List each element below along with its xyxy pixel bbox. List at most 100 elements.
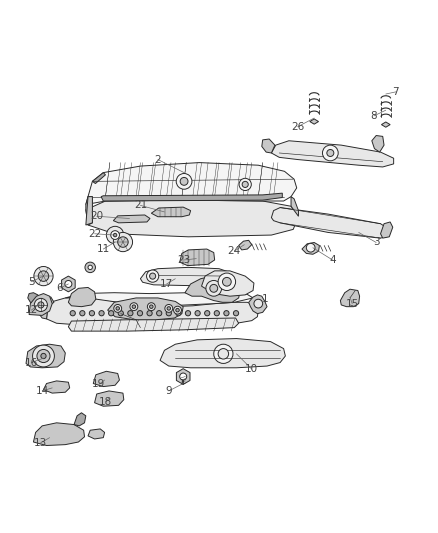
Circle shape xyxy=(34,266,53,286)
Circle shape xyxy=(173,306,181,314)
Polygon shape xyxy=(177,369,190,384)
Circle shape xyxy=(195,311,200,316)
Polygon shape xyxy=(310,119,318,124)
Circle shape xyxy=(37,350,50,362)
Text: 17: 17 xyxy=(160,279,173,289)
Circle shape xyxy=(180,373,187,380)
Polygon shape xyxy=(291,197,298,216)
Polygon shape xyxy=(86,197,92,225)
Circle shape xyxy=(165,304,173,312)
Polygon shape xyxy=(160,338,286,368)
Polygon shape xyxy=(36,296,54,319)
Polygon shape xyxy=(249,295,267,313)
Circle shape xyxy=(38,271,49,281)
Polygon shape xyxy=(26,344,65,368)
Circle shape xyxy=(239,179,251,190)
Text: 22: 22 xyxy=(88,229,101,239)
Circle shape xyxy=(176,311,181,316)
Polygon shape xyxy=(86,163,297,205)
Polygon shape xyxy=(372,135,384,152)
Circle shape xyxy=(148,303,155,311)
Circle shape xyxy=(99,311,104,316)
Circle shape xyxy=(80,311,85,316)
Circle shape xyxy=(116,306,120,310)
Circle shape xyxy=(214,344,233,364)
Text: 19: 19 xyxy=(92,379,106,390)
Polygon shape xyxy=(43,381,70,393)
Circle shape xyxy=(306,244,315,252)
Circle shape xyxy=(128,311,133,316)
Circle shape xyxy=(150,273,155,279)
Circle shape xyxy=(150,305,153,309)
Circle shape xyxy=(242,181,248,188)
Polygon shape xyxy=(68,287,96,306)
Circle shape xyxy=(118,237,128,247)
Circle shape xyxy=(327,149,334,157)
Polygon shape xyxy=(88,429,105,439)
Polygon shape xyxy=(93,372,120,386)
Polygon shape xyxy=(151,207,191,217)
Text: 13: 13 xyxy=(33,438,46,448)
Circle shape xyxy=(38,302,44,308)
Polygon shape xyxy=(62,276,75,292)
Circle shape xyxy=(223,277,231,286)
Polygon shape xyxy=(95,391,124,406)
Circle shape xyxy=(32,345,54,367)
Circle shape xyxy=(89,311,95,316)
Text: 10: 10 xyxy=(245,364,258,374)
Text: 11: 11 xyxy=(97,244,110,254)
Circle shape xyxy=(185,311,191,316)
Text: 18: 18 xyxy=(99,397,112,407)
Circle shape xyxy=(176,309,179,312)
Polygon shape xyxy=(113,215,150,223)
Polygon shape xyxy=(46,297,258,328)
Text: 4: 4 xyxy=(329,255,336,265)
Circle shape xyxy=(176,174,192,189)
Circle shape xyxy=(114,304,122,312)
Polygon shape xyxy=(108,298,183,320)
Polygon shape xyxy=(33,423,85,446)
Circle shape xyxy=(34,298,47,311)
Circle shape xyxy=(224,311,229,316)
Circle shape xyxy=(218,349,229,359)
Polygon shape xyxy=(86,197,92,225)
Polygon shape xyxy=(272,141,394,167)
Circle shape xyxy=(41,353,46,359)
Circle shape xyxy=(322,145,338,161)
Polygon shape xyxy=(340,289,360,306)
Circle shape xyxy=(254,299,263,308)
Circle shape xyxy=(214,311,219,316)
Polygon shape xyxy=(101,193,283,201)
Circle shape xyxy=(132,305,136,309)
Polygon shape xyxy=(65,292,253,306)
Polygon shape xyxy=(68,318,239,331)
Circle shape xyxy=(147,311,152,316)
Text: 1: 1 xyxy=(261,294,268,304)
Text: 2: 2 xyxy=(155,155,161,165)
Circle shape xyxy=(138,311,143,316)
Polygon shape xyxy=(74,413,86,426)
Circle shape xyxy=(130,303,138,311)
Circle shape xyxy=(85,262,95,272)
Circle shape xyxy=(166,311,171,316)
Text: 20: 20 xyxy=(90,211,103,221)
Text: 21: 21 xyxy=(134,200,147,211)
Text: 24: 24 xyxy=(228,246,241,256)
Circle shape xyxy=(206,280,222,296)
Circle shape xyxy=(156,311,162,316)
Polygon shape xyxy=(185,276,240,302)
Text: 26: 26 xyxy=(291,122,304,132)
Text: 9: 9 xyxy=(166,386,172,396)
Polygon shape xyxy=(86,200,298,237)
Polygon shape xyxy=(381,222,393,238)
Text: 3: 3 xyxy=(373,238,379,247)
Circle shape xyxy=(113,232,133,252)
Polygon shape xyxy=(302,243,319,254)
Text: 16: 16 xyxy=(25,358,38,368)
Text: 15: 15 xyxy=(346,298,359,309)
Circle shape xyxy=(147,270,159,282)
Circle shape xyxy=(118,311,124,316)
Circle shape xyxy=(205,311,210,316)
Text: 8: 8 xyxy=(371,111,377,121)
Polygon shape xyxy=(29,294,52,316)
